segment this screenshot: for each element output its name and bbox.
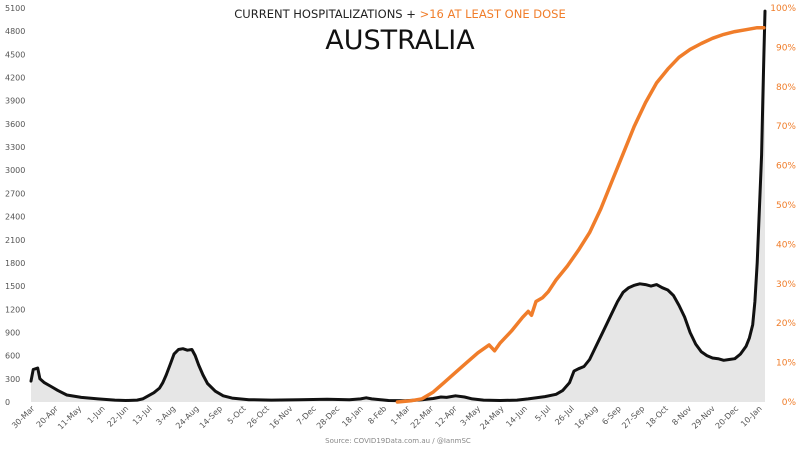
y-right-tick-label: 60% [776, 162, 796, 172]
y-left-tick-label: 3600 [5, 120, 25, 129]
y-right-tick-label: 100% [770, 4, 796, 14]
chart-subtitle: AUSTRALIA [325, 25, 475, 56]
x-tick-label: 12-Apr [433, 404, 459, 430]
y-left-tick-label: 1200 [5, 305, 25, 314]
y-left-tick-label: 2700 [5, 189, 25, 198]
y-left-tick-label: 1800 [5, 259, 25, 268]
x-tick-label: 16-Aug [573, 404, 600, 431]
hospitalizations-area-layer [31, 11, 765, 402]
x-tick-label: 27-Sep [620, 404, 646, 430]
x-tick-label: 1-Jun [86, 404, 107, 425]
source-note: Source: COVID19Data.com.au / @IanmSC [325, 437, 471, 445]
x-tick-label: 10-Jan [739, 404, 764, 429]
y-left-tick-label: 4500 [5, 50, 25, 59]
x-tick-label: 18-Jan [340, 404, 365, 429]
chart-title-dose: >16 AT LEAST ONE DOSE [420, 7, 566, 21]
y-left-tick-label: 3000 [5, 166, 25, 175]
x-tick-label: 5-Oct [226, 404, 248, 426]
x-tick-label: 16-Nov [268, 404, 295, 431]
y-left-tick-label: 1500 [5, 282, 25, 291]
x-tick-label: 8-Feb [366, 404, 388, 426]
y-right-tick-label: 50% [776, 201, 796, 211]
series-line-layer [29, 9, 767, 404]
x-tick-label: 18-Oct [644, 404, 670, 430]
y-left-tick-label: 3900 [5, 97, 25, 106]
y-left-tick-label: 600 [5, 352, 20, 361]
y-left-tick-label: 2100 [5, 236, 25, 245]
y-left-tick-label: 900 [5, 329, 20, 338]
x-tick-label: 28-Dec [315, 404, 342, 431]
y-right-tick-label: 40% [776, 240, 796, 250]
y-right-tick-label: 10% [776, 359, 796, 369]
x-tick-label: 11-May [56, 404, 83, 431]
x-tick-label: 13-Jul [131, 404, 154, 427]
series-line-dose [395, 25, 766, 404]
y-right-tick-label: 20% [776, 319, 796, 329]
left-axis-ticks: 0 300 600 900 1200 1500 1800 2100 2400 2700 3000 33… [5, 4, 25, 407]
y-left-tick-label: 2400 [5, 213, 25, 222]
x-tick-label: 22-Jun [105, 404, 130, 429]
chart-title: CURRENT HOSPITALIZATIONS + >16 AT LEAST … [234, 7, 565, 21]
series-line-hospitalizations [29, 9, 767, 403]
x-tick-label: 20-Dec [714, 404, 741, 431]
y-left-tick-label: 3300 [5, 143, 25, 152]
x-tick-label: 26-Oct [245, 404, 271, 430]
y-left-tick-label: 300 [5, 375, 20, 384]
x-tick-label: 24-Aug [174, 404, 201, 431]
x-tick-label: 5-Jul [533, 404, 552, 423]
x-tick-label: 29-Nov [690, 404, 717, 431]
y-right-tick-label: 30% [776, 280, 796, 290]
hospitalizations-area [31, 11, 765, 402]
chart-title-hospitalizations: CURRENT HOSPITALIZATIONS + [234, 7, 419, 21]
y-right-tick-label: 90% [776, 43, 796, 53]
y-right-tick-label: 0% [782, 398, 797, 408]
y-left-tick-label: 4200 [5, 74, 25, 83]
y-right-tick-label: 70% [776, 122, 796, 132]
y-left-tick-label: 4800 [5, 27, 25, 36]
x-tick-label: 22-Mar [409, 404, 436, 431]
y-right-tick-label: 80% [776, 83, 796, 93]
y-left-tick-label: 0 [5, 398, 10, 407]
y-left-tick-label: 5100 [5, 4, 25, 13]
right-axis-ticks: 0% 10% 20% 30% 40% 50% 60% 70% 80% 90% 100% [770, 4, 796, 408]
x-tick-label: 14-Jun [504, 404, 529, 429]
x-tick-label: 14-Sep [198, 404, 224, 430]
x-tick-label: 24-May [478, 404, 505, 431]
x-tick-label: 30-Mar [10, 404, 37, 431]
